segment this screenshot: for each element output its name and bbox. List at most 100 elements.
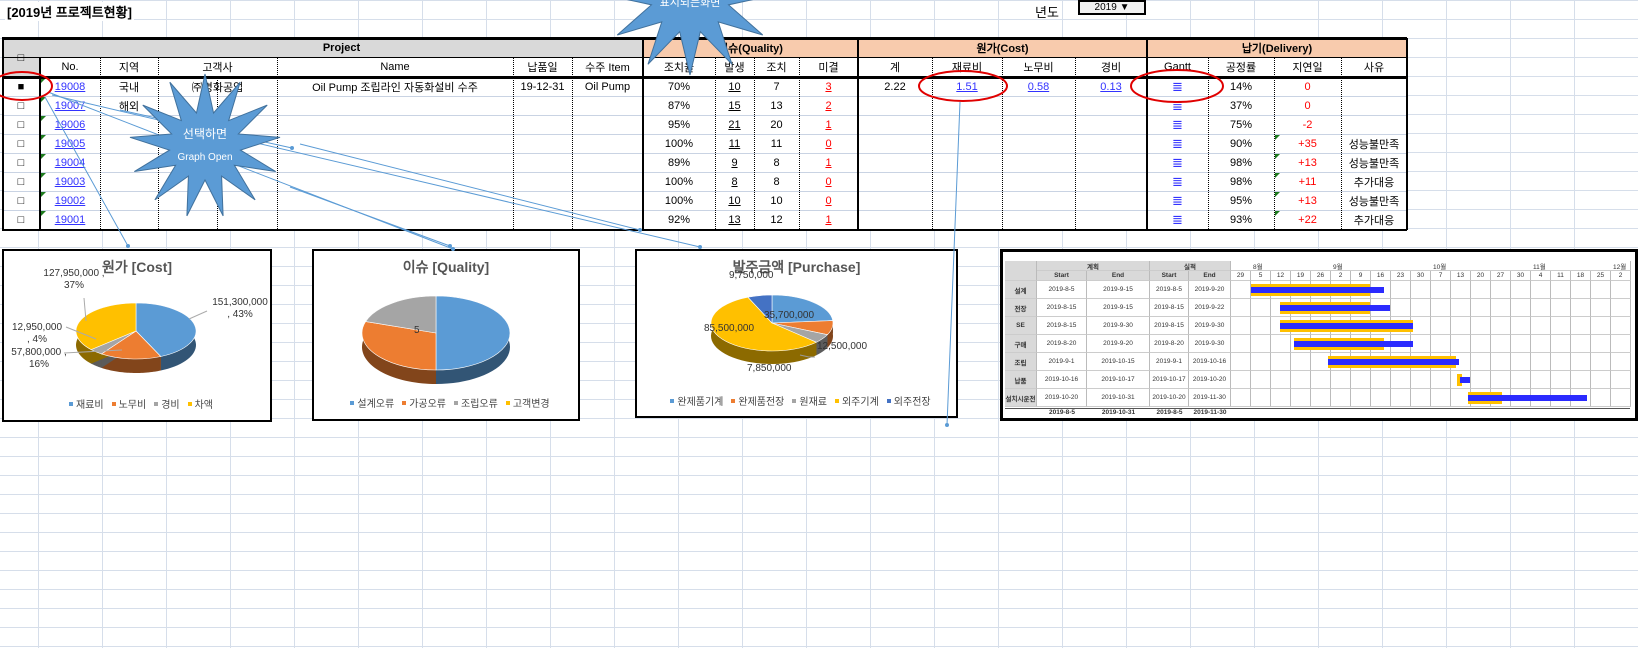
cell-expense[interactable] bbox=[1075, 191, 1147, 210]
cell-material[interactable] bbox=[932, 210, 1002, 229]
cell-open[interactable]: 0 bbox=[799, 191, 858, 210]
cell-expense[interactable] bbox=[1075, 172, 1147, 191]
cell-border bbox=[100, 57, 101, 229]
cell-occur[interactable]: 10 bbox=[715, 191, 754, 210]
cell-expense[interactable] bbox=[1075, 134, 1147, 153]
cell-open[interactable]: 2 bbox=[799, 96, 858, 115]
cell-occur[interactable]: 13 bbox=[715, 210, 754, 229]
row-checkbox[interactable]: □ bbox=[2, 134, 40, 153]
gantt-week-label: 7 bbox=[1431, 271, 1451, 281]
cell-material[interactable] bbox=[932, 134, 1002, 153]
pie-slice-설계오류[interactable] bbox=[435, 295, 511, 371]
gantt-actual-bar[interactable] bbox=[1293, 341, 1413, 347]
row-checkbox[interactable]: □ bbox=[2, 210, 40, 229]
gantt-list-icon[interactable]: ≣ bbox=[1147, 115, 1208, 134]
gantt-actual-bar[interactable] bbox=[1468, 395, 1588, 401]
gantt-week-label: 11 bbox=[1551, 271, 1571, 281]
pie-slice-완제품기계[interactable] bbox=[771, 294, 834, 324]
cell-open[interactable]: 1 bbox=[799, 153, 858, 172]
pie-slice-노무비[interactable] bbox=[100, 330, 162, 360]
quality-pie: 5320 bbox=[361, 295, 511, 384]
pie-slice-가공오류[interactable] bbox=[361, 321, 437, 371]
row-checkbox[interactable]: □ bbox=[2, 96, 40, 115]
purchase-chart[interactable]: 발주금액 [Purchase] 35,700,000 12,500,000 7,85… bbox=[635, 249, 958, 418]
cell-expense[interactable] bbox=[1075, 96, 1147, 115]
cell-no[interactable]: 19005 bbox=[40, 134, 100, 153]
gantt-list-icon[interactable]: ≣ bbox=[1147, 153, 1208, 172]
cell-no[interactable]: 19001 bbox=[40, 210, 100, 229]
cell-labor[interactable] bbox=[1002, 134, 1075, 153]
cell-labor[interactable] bbox=[1002, 115, 1075, 134]
gantt-total: 2019-11-30 bbox=[1193, 409, 1227, 416]
gantt-list-icon[interactable]: ≣ bbox=[1147, 96, 1208, 115]
cell-labor[interactable] bbox=[1002, 96, 1075, 115]
cell-material[interactable] bbox=[932, 191, 1002, 210]
cell-expense[interactable] bbox=[1075, 115, 1147, 134]
cell-labor[interactable] bbox=[1002, 153, 1075, 172]
gantt-list-icon[interactable]: ≣ bbox=[1147, 210, 1208, 229]
cell-progress: 98% bbox=[1208, 172, 1274, 191]
gantt-list-icon[interactable]: ≣ bbox=[1147, 134, 1208, 153]
gantt-week-cell bbox=[1271, 353, 1291, 371]
cell-occur[interactable]: 10 bbox=[715, 77, 754, 96]
gantt-list-icon[interactable]: ≣ bbox=[1147, 77, 1208, 96]
gantt-date: 2019-8-5 bbox=[1150, 281, 1189, 299]
cell-occur[interactable]: 9 bbox=[715, 153, 754, 172]
cell-expense[interactable] bbox=[1075, 153, 1147, 172]
cell-labor[interactable] bbox=[1002, 210, 1075, 229]
cell-open[interactable]: 0 bbox=[799, 134, 858, 153]
gantt-list-icon[interactable]: ≣ bbox=[1147, 191, 1208, 210]
cost-chart[interactable]: 원가 [Cost] 151,300,000 , 43% 57,800,000 ,… bbox=[2, 249, 272, 422]
pie-slice-외주전장[interactable] bbox=[747, 294, 773, 324]
legend-label: 외주전장 bbox=[893, 397, 931, 408]
gantt-chart[interactable]: 계획 실적 Start End Start End 8월 9월 10월 11월 12월 29 5 12 19… bbox=[1000, 249, 1638, 421]
gantt-actual-bar[interactable] bbox=[1459, 377, 1471, 383]
cell-date bbox=[513, 153, 572, 172]
cell-material[interactable] bbox=[932, 115, 1002, 134]
cell-open[interactable]: 1 bbox=[799, 115, 858, 134]
cell-occur[interactable]: 21 bbox=[715, 115, 754, 134]
cell-expense[interactable] bbox=[1075, 210, 1147, 229]
cell-occur[interactable]: 15 bbox=[715, 96, 754, 115]
column-header: 납품일 bbox=[513, 57, 572, 77]
gantt-list-icon[interactable]: ≣ bbox=[1147, 172, 1208, 191]
gantt-week-label: 2 bbox=[1331, 271, 1351, 281]
cell-open[interactable]: 3 bbox=[799, 77, 858, 96]
cell-material[interactable] bbox=[932, 96, 1002, 115]
cell-no[interactable]: 19006 bbox=[40, 115, 100, 134]
cell-labor[interactable] bbox=[1002, 191, 1075, 210]
cell-no[interactable]: 19008 bbox=[40, 77, 100, 96]
cell-labor[interactable] bbox=[1002, 172, 1075, 191]
row-checkbox[interactable]: □ bbox=[2, 153, 40, 172]
cell-no[interactable]: 19007 bbox=[40, 96, 100, 115]
gantt-actual-bar[interactable] bbox=[1251, 287, 1385, 293]
row-checkbox[interactable]: □ bbox=[2, 172, 40, 191]
gantt-plan-bar[interactable] bbox=[1456, 374, 1462, 386]
cell-material[interactable] bbox=[932, 153, 1002, 172]
gantt-actual-bar[interactable] bbox=[1279, 305, 1391, 311]
cell-material[interactable] bbox=[932, 172, 1002, 191]
cell-occur[interactable]: 11 bbox=[715, 134, 754, 153]
cell-expense[interactable]: 0.13 bbox=[1075, 77, 1147, 96]
cell-no[interactable]: 19004 bbox=[40, 153, 100, 172]
pie-slice-외주기계[interactable] bbox=[710, 296, 818, 352]
cell-open[interactable]: 1 bbox=[799, 210, 858, 229]
row-checkbox[interactable]: □ bbox=[2, 191, 40, 210]
cell-no[interactable]: 19003 bbox=[40, 172, 100, 191]
gantt-actual-bar[interactable] bbox=[1328, 359, 1459, 365]
pie-slice-조립오류[interactable] bbox=[365, 295, 437, 334]
row-checkbox[interactable]: ■ bbox=[2, 77, 40, 96]
cell-open[interactable]: 0 bbox=[799, 172, 858, 191]
year-dropdown[interactable]: 2019 ▼ bbox=[1078, 0, 1146, 15]
quality-chart[interactable]: 이슈 [Quality] 5320 설계오류 가공오류 조립오류 고객변경 bbox=[312, 249, 580, 421]
cell-material[interactable]: 1.51 bbox=[932, 77, 1002, 96]
cost-pie bbox=[63, 297, 208, 373]
cell-occur[interactable]: 8 bbox=[715, 172, 754, 191]
row-checkbox[interactable]: □ bbox=[2, 115, 40, 134]
cell-no[interactable]: 19002 bbox=[40, 191, 100, 210]
gantt-actual-bar[interactable] bbox=[1279, 323, 1413, 329]
pie-slice-차액[interactable] bbox=[75, 302, 137, 350]
pie-slice-재료비[interactable] bbox=[135, 302, 197, 357]
gantt-week-cell bbox=[1611, 299, 1631, 317]
cell-labor[interactable]: 0.58 bbox=[1002, 77, 1075, 96]
